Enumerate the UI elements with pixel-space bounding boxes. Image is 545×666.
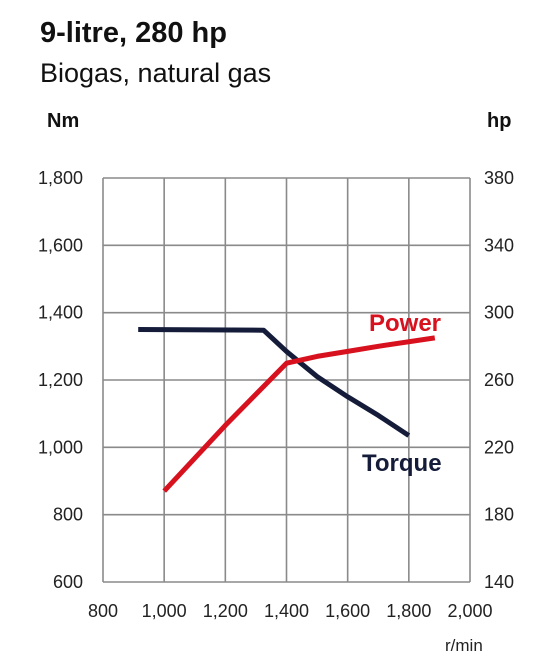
chart-series	[138, 327, 436, 493]
chart-subtitle: Biogas, natural gas	[40, 58, 272, 88]
left-y-tick-label: 1,400	[38, 303, 83, 323]
chart-title: 9-litre, 280 hp	[40, 17, 227, 49]
x-tick-label: 1,000	[142, 601, 187, 621]
x-axis-unit: r/min	[445, 636, 483, 655]
chart-ticks: 800 1,000 1,200 1,400 1,600 1,800 2,0006008001…	[38, 168, 514, 621]
torque-series-label: Torque	[362, 450, 442, 477]
right-y-tick-label: 260	[484, 370, 514, 390]
x-tick-label: 800	[88, 601, 118, 621]
power-line	[162, 335, 436, 493]
x-tick-label: 1,200	[203, 601, 248, 621]
left-y-tick-label: 1,200	[38, 370, 83, 390]
x-tick-label: 1,400	[264, 601, 309, 621]
right-y-tick-label: 220	[484, 437, 514, 457]
left-y-tick-label: 600	[53, 572, 83, 592]
left-axis-unit: Nm	[47, 110, 79, 132]
chart-grid	[102, 177, 471, 583]
power-series-label: Power	[369, 310, 441, 337]
left-y-tick-label: 800	[53, 505, 83, 525]
left-y-tick-label: 1,800	[38, 168, 83, 188]
right-y-tick-label: 380	[484, 168, 514, 188]
torque-line	[138, 327, 411, 438]
right-y-tick-label: 300	[484, 303, 514, 323]
x-tick-label: 1,800	[386, 601, 431, 621]
right-y-tick-label: 180	[484, 505, 514, 525]
x-tick-label: 2,000	[447, 601, 492, 621]
left-y-tick-label: 1,600	[38, 235, 83, 255]
right-y-tick-label: 140	[484, 572, 514, 592]
right-axis-unit: hp	[487, 110, 511, 132]
right-y-tick-label: 340	[484, 235, 514, 255]
x-tick-label: 1,600	[325, 601, 370, 621]
left-y-tick-label: 1,000	[38, 437, 83, 457]
